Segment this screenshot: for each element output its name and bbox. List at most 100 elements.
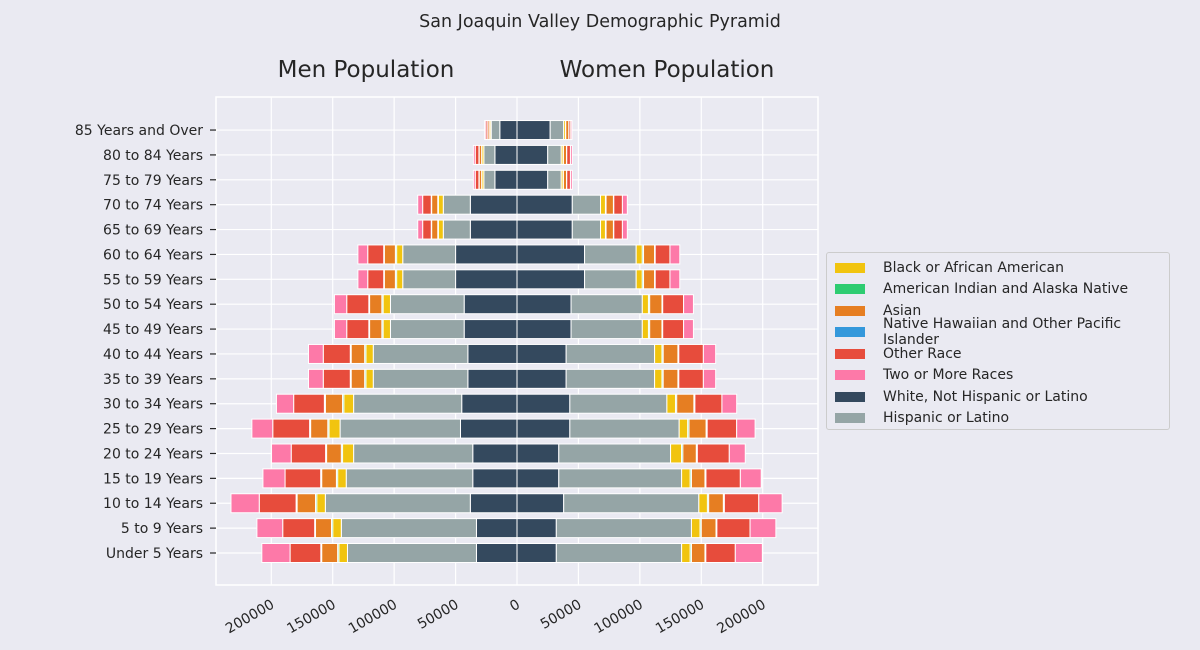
bar-women <box>678 343 704 364</box>
bar-men <box>396 244 404 265</box>
bar-women <box>516 319 572 340</box>
bar-men <box>463 319 518 340</box>
bar-men <box>289 543 322 563</box>
bar-men <box>472 144 476 165</box>
legend-swatch <box>835 284 865 295</box>
bar-women <box>749 518 777 539</box>
bar-men <box>333 319 348 340</box>
bar-men <box>261 543 291 563</box>
bar-men <box>350 343 366 364</box>
bar-men <box>369 319 383 340</box>
bar-women <box>516 219 573 240</box>
bar-women <box>662 343 679 364</box>
bar-women <box>566 144 571 165</box>
legend-label: White, Not Hispanic or Latino <box>883 388 1088 405</box>
bar-women <box>641 294 649 315</box>
bar-women <box>654 244 671 265</box>
bar-men <box>337 468 347 489</box>
chart-title: San Joaquin Valley Demographic Pyramid <box>419 12 781 32</box>
bar-women <box>516 169 549 190</box>
bar-women <box>705 543 736 563</box>
bar-men <box>469 493 518 514</box>
bar-women <box>721 393 738 414</box>
bar-women <box>563 493 700 514</box>
legend-label: Hispanic or Latino <box>883 410 1010 427</box>
bar-women <box>584 244 637 265</box>
bar-men <box>431 219 439 240</box>
bar-men <box>389 319 465 340</box>
bar-men <box>271 443 292 464</box>
bar-men <box>383 269 396 290</box>
bar-men <box>308 343 324 364</box>
bar-women <box>516 518 557 539</box>
bar-men <box>321 468 337 489</box>
bar-men <box>296 493 317 514</box>
bar-men <box>461 393 518 414</box>
bar-women <box>516 194 573 215</box>
bar-men <box>322 368 351 389</box>
bar-women <box>516 343 567 364</box>
legend-item: Asian <box>835 300 1161 322</box>
y-tick-label: 30 to 34 Years <box>103 397 203 413</box>
bar-men <box>475 543 518 563</box>
bar-women <box>662 319 685 340</box>
bar-women <box>669 244 681 265</box>
bar-women <box>716 518 751 539</box>
bar-men <box>284 468 322 489</box>
bar-men <box>490 120 501 141</box>
y-tick-label: Under 5 Years <box>106 546 203 562</box>
bar-women <box>708 493 724 514</box>
bar-men <box>467 343 518 364</box>
bar-women <box>696 443 730 464</box>
bar-women <box>516 269 586 290</box>
bar-women <box>669 269 681 290</box>
bar-women <box>635 244 643 265</box>
y-tick-label: 5 to 9 Years <box>121 521 203 537</box>
bar-men <box>367 269 385 290</box>
bar-women <box>728 443 746 464</box>
bar-women <box>700 518 717 539</box>
bar-women <box>516 443 560 464</box>
bar-men <box>365 343 374 364</box>
bar-men <box>290 443 327 464</box>
bar-women <box>566 169 571 190</box>
bar-men <box>417 219 424 240</box>
bar-women <box>569 169 573 190</box>
bar-men <box>338 543 348 563</box>
legend-swatch <box>835 413 865 424</box>
bar-men <box>437 219 444 240</box>
bar-women <box>690 518 701 539</box>
bar-women <box>621 219 628 240</box>
x-tick-label: 0 <box>507 597 523 615</box>
y-tick-label: 80 to 84 Years <box>103 148 203 164</box>
bar-women <box>705 468 741 489</box>
bar-men <box>324 493 471 514</box>
bar-women <box>641 319 649 340</box>
bar-men <box>251 418 274 439</box>
bar-women <box>643 269 656 290</box>
bar-men <box>367 244 385 265</box>
bar-men <box>422 194 432 215</box>
bar-men <box>293 393 325 414</box>
legend-label: Black or African American <box>883 259 1064 276</box>
bar-women <box>570 319 643 340</box>
bar-men <box>437 194 444 215</box>
bar-men <box>230 493 260 514</box>
x-tick-label: 150000 <box>284 597 338 638</box>
bar-women <box>547 144 562 165</box>
bar-men <box>340 518 477 539</box>
bar-men <box>369 294 383 315</box>
legend-label: Other Race <box>883 345 962 362</box>
bar-men <box>474 144 480 165</box>
bar-women <box>613 194 623 215</box>
bar-men <box>382 294 391 315</box>
bar-men <box>357 244 369 265</box>
bar-women <box>555 518 692 539</box>
bar-women <box>516 418 571 439</box>
bar-men <box>372 343 469 364</box>
bar-women <box>678 368 704 389</box>
bar-men <box>333 294 348 315</box>
bar-women <box>569 393 668 414</box>
bar-men <box>346 294 370 315</box>
bar-women <box>681 468 691 489</box>
